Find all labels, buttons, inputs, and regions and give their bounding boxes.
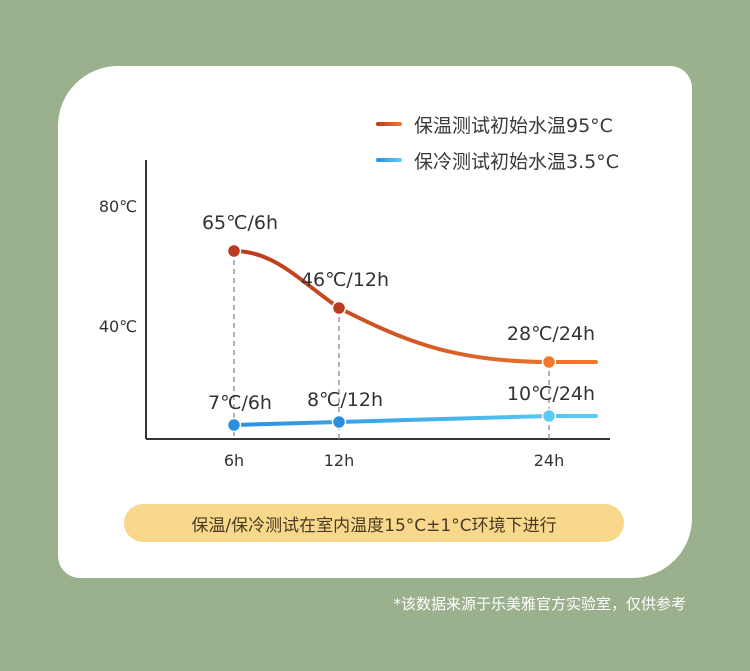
legend-label-warm: 保温测试初始水温95°C (414, 114, 613, 137)
legend-swatch-cold (376, 158, 402, 162)
test-condition-note: 保温/保冷测试在室内温度15°C±1°C环境下进行 (124, 504, 624, 542)
data-point (331, 414, 347, 430)
data-label: 8℃/12h (307, 389, 383, 411)
legend-item-warm: 保温测试初始水温95°C (376, 106, 619, 142)
y-tick-label: 80℃ (99, 197, 137, 216)
legend-swatch-warm (376, 122, 402, 126)
x-tick-label: 12h (324, 451, 355, 470)
cold-series-line (232, 414, 598, 427)
data-label: 28℃/24h (507, 323, 595, 345)
legend-item-cold: 保冷测试初始水温3.5°C (376, 142, 619, 178)
y-tick-label: 40℃ (99, 317, 137, 336)
legend-label-cold: 保冷测试初始水温3.5°C (414, 150, 619, 173)
data-label: 10℃/24h (507, 383, 595, 405)
x-tick-label: 24h (534, 451, 565, 470)
data-label: 65℃/6h (202, 212, 278, 234)
legend: 保温测试初始水温95°C 保冷测试初始水温3.5°C (376, 106, 619, 178)
data-point (331, 300, 347, 316)
data-label: 7℃/6h (208, 392, 272, 414)
x-tick-label: 6h (224, 451, 244, 470)
data-point (226, 417, 242, 433)
data-source-footnote: *该数据来源于乐美雅官方实验室，仅供参考 (393, 595, 686, 613)
warm-series-line (232, 249, 598, 364)
data-point (541, 408, 557, 424)
chart-card: 80℃ 40℃ 6h 12h 24h 65℃/6h 46℃/12h 28℃/24h 7℃/6h… (58, 66, 692, 578)
line-chart: 80℃ 40℃ 6h 12h 24h 65℃/6h 46℃/12h 28℃/24h 7℃/6h… (99, 160, 610, 470)
data-label: 46℃/12h (301, 269, 389, 291)
data-point (541, 354, 557, 370)
data-point (226, 243, 242, 259)
